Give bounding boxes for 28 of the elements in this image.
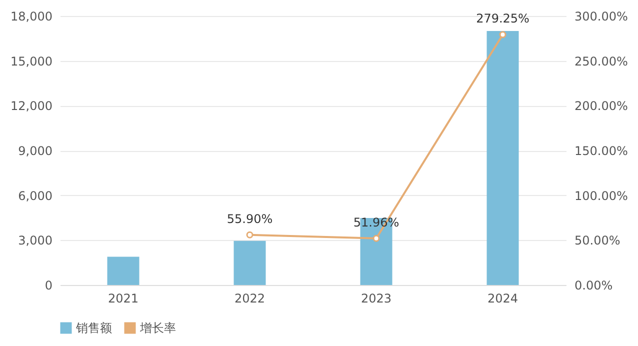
y2-tick-label: 250.00% — [574, 54, 628, 68]
y2-tick-label: 150.00% — [574, 144, 628, 158]
point — [372, 234, 380, 242]
point — [246, 231, 254, 238]
y-tick-label: 9,000 — [18, 144, 52, 158]
legend-label: 销售额 — [75, 321, 112, 335]
x-tick-label: 2023 — [360, 292, 392, 306]
bar — [107, 256, 140, 285]
x-tick-label: 2024 — [487, 292, 518, 306]
data-label: 55.90% — [226, 212, 273, 226]
legend-label: 增长率 — [139, 321, 176, 335]
y2-tick-label: 300.00% — [574, 10, 628, 24]
y-tick-label: 18,000 — [10, 10, 52, 24]
y-tick-label: 3,000 — [18, 234, 52, 248]
y-tick-label: 12,000 — [10, 99, 52, 114]
x-tick-label: 2022 — [234, 292, 266, 306]
point — [499, 31, 506, 38]
x-tick-label: 2021 — [108, 292, 139, 306]
bar — [486, 30, 519, 285]
y2-tick-label: 100.00% — [574, 188, 628, 203]
y-tick-label: 0 — [44, 278, 52, 292]
y2-tick-label: 50.00% — [574, 234, 620, 248]
y2-tick-label: 200.00% — [574, 99, 628, 114]
y-tick-label: 15,000 — [10, 54, 52, 68]
bar — [234, 240, 266, 285]
y-tick-label: 6,000 — [18, 188, 52, 203]
y2-tick-label: 0.00% — [574, 278, 613, 292]
data-label: 279.25% — [476, 12, 530, 26]
